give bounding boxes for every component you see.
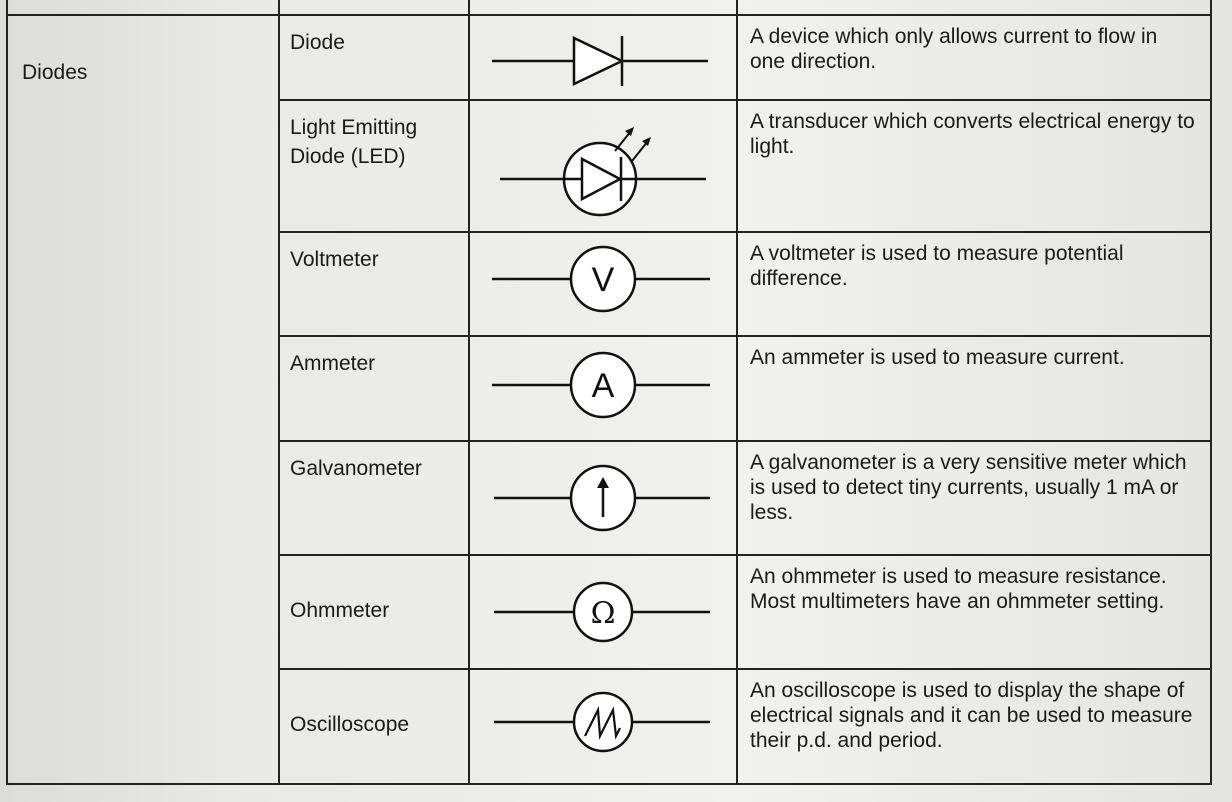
- component-name: Diode: [290, 31, 345, 54]
- table-row: Diodes Diode A device which only allows …: [6, 14, 1212, 785]
- oscilloscope-symbol-icon: [494, 691, 710, 753]
- symbol-letter: A: [592, 367, 615, 405]
- circuit-symbols-table: Diodes Diode A device which only allows …: [6, 0, 1212, 785]
- component-name: Galvanometer: [290, 457, 422, 480]
- component-description: A device which only allows current to fl…: [750, 25, 1158, 73]
- galvanometer-symbol-icon: [494, 464, 710, 532]
- table-row: Ammeter A An ammeter is used to measure …: [7, 335, 1212, 442]
- component-name: Light Emitting Diode (LED): [290, 116, 418, 168]
- diode-symbol-icon: [492, 36, 708, 86]
- symbol-cell: [468, 14, 738, 101]
- component-description: A voltmeter is used to measure potential…: [750, 242, 1124, 290]
- symbol-cell: [468, 99, 738, 233]
- component-name: Oscilloscope: [290, 713, 410, 736]
- group-cell: Diodes: [6, 14, 280, 785]
- table-row: Voltmeter V A voltmeter is used to measu…: [7, 231, 1212, 337]
- table-row: Oscilloscope An oscilloscope is used to …: [7, 668, 1212, 785]
- component-name: Ammeter: [290, 352, 376, 375]
- table-row: Light Emitting Diode (LED) A transducer …: [7, 99, 1212, 233]
- table-row: Ohmmeter Ω An ohmmeter is used to measur…: [7, 554, 1212, 670]
- component-description: A transducer which converts electrical e…: [750, 110, 1195, 158]
- description-cell: A voltmeter is used to measure potential…: [736, 231, 1212, 337]
- symbol-cell: V: [468, 231, 738, 337]
- component-name-cell: Ammeter: [278, 335, 470, 442]
- symbol-cell: [468, 440, 738, 556]
- component-name: Voltmeter: [290, 248, 379, 271]
- component-description: An ammeter is used to measure current.: [750, 346, 1125, 369]
- description-cell: A device which only allows current to fl…: [736, 14, 1212, 101]
- voltmeter-symbol-icon: V: [492, 245, 710, 313]
- component-description: An ohmmeter is used to measure resistanc…: [750, 565, 1167, 613]
- symbol-letter: Ω: [591, 596, 616, 631]
- component-name-cell: Ohmmeter: [278, 554, 470, 670]
- table-row: Galvanometer A galvanometer is a very se…: [7, 440, 1212, 556]
- description-cell: An oscilloscope is used to display the s…: [736, 668, 1212, 785]
- component-description: A galvanometer is a very sensitive meter…: [750, 451, 1187, 524]
- component-description: An oscilloscope is used to display the s…: [750, 679, 1193, 752]
- symbol-cell: Ω: [468, 554, 738, 670]
- symbol-cell: [468, 668, 738, 785]
- description-cell: A galvanometer is a very sensitive meter…: [736, 440, 1212, 556]
- component-name-cell: Galvanometer: [278, 440, 470, 556]
- component-name-cell: Voltmeter: [278, 231, 470, 337]
- symbol-letter: V: [592, 261, 615, 299]
- led-symbol-icon: [500, 127, 706, 217]
- description-cell: A transducer which converts electrical e…: [736, 99, 1212, 233]
- description-cell: An ammeter is used to measure current.: [736, 335, 1212, 442]
- description-cell: An ohmmeter is used to measure resistanc…: [736, 554, 1212, 670]
- symbol-cell: A: [468, 335, 738, 442]
- component-name-cell: Diode: [278, 14, 470, 101]
- component-name: Ohmmeter: [290, 599, 390, 622]
- group-label: Diodes: [22, 61, 88, 84]
- ammeter-symbol-icon: A: [492, 351, 710, 419]
- component-name-cell: Light Emitting Diode (LED): [278, 99, 470, 233]
- table-row: [6, 0, 1212, 16]
- ohmmeter-symbol-icon: Ω: [494, 581, 710, 643]
- component-name-cell: Oscilloscope: [278, 668, 470, 785]
